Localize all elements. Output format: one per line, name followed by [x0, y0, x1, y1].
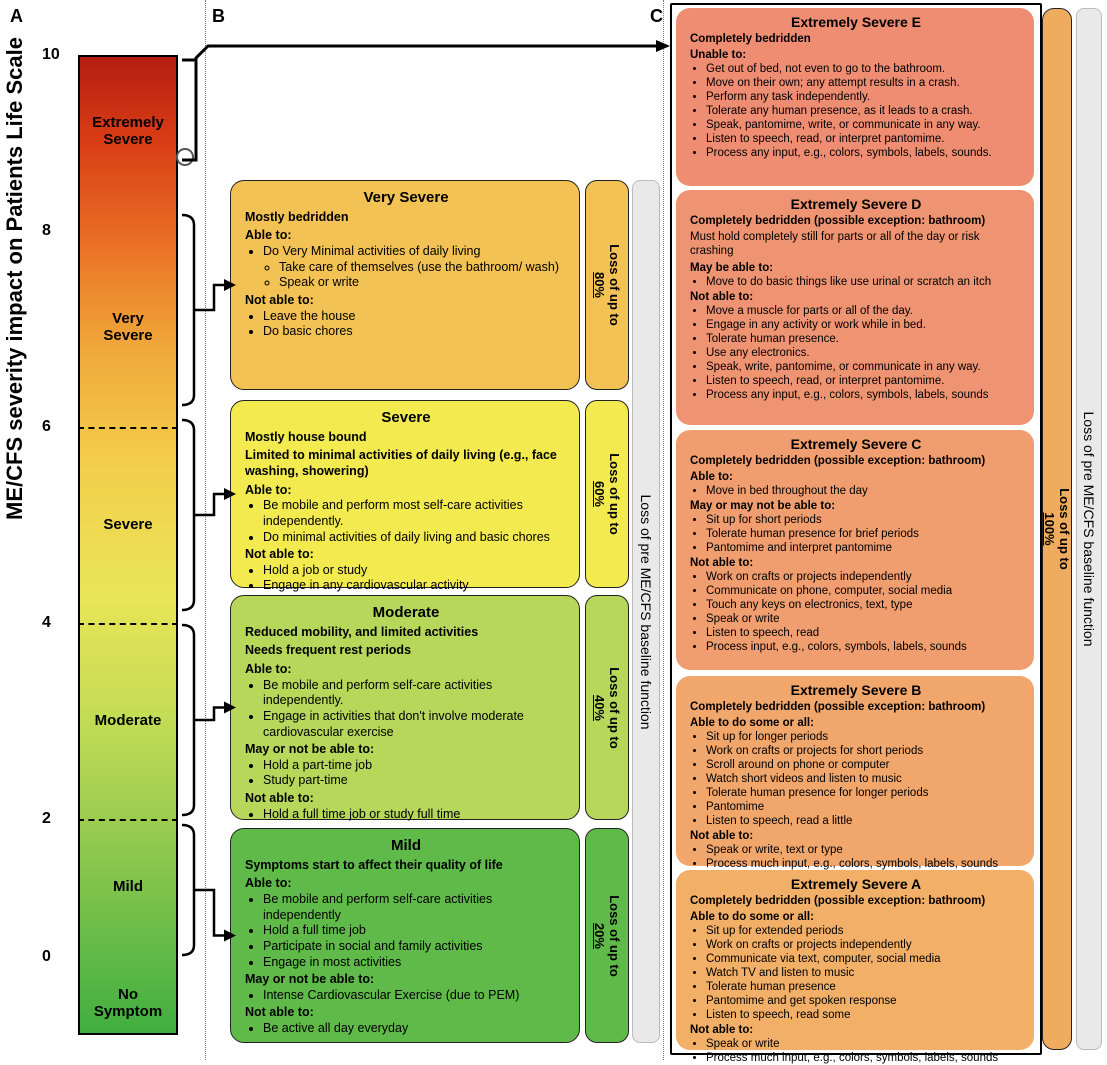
- severity-card-es-e: Extremely Severe ECompletely bedriddenUn…: [676, 8, 1034, 186]
- arrow-extreme-to-c: [178, 40, 678, 180]
- severity-card-es-b: Extremely Severe BCompletely bedridden (…: [676, 676, 1034, 866]
- scale-tick: 8: [42, 222, 51, 240]
- y-axis-title: ME/CFS severity impact on Patients Life …: [2, 37, 28, 520]
- loss-strip-mild: Loss of up to20%: [585, 828, 629, 1043]
- scale-tick: 2: [42, 810, 51, 828]
- scale-label: NoSymptom: [78, 986, 178, 1021]
- severity-scale: 1086420ExtremelySevereVerySevereSevereMo…: [60, 55, 180, 1035]
- scale-tick: 6: [42, 418, 51, 436]
- scale-tick: 10: [42, 46, 60, 64]
- bracket-mild: [180, 0, 235, 1060]
- scale-label: VerySevere: [78, 310, 178, 345]
- severity-card-very-severe: Very SevereMostly bedriddenAble to:Do Ve…: [230, 180, 580, 390]
- scale-label: ExtremelySevere: [78, 114, 178, 149]
- loss-strip-moderate: Loss of up to40%: [585, 595, 629, 820]
- scale-dash: [78, 623, 178, 625]
- scale-dash: [78, 427, 178, 429]
- scale-tick: 0: [42, 948, 51, 966]
- severity-card-moderate: ModerateReduced mobility, and limited ac…: [230, 595, 580, 820]
- scale-dash: [78, 819, 178, 821]
- loss-strip-very-severe: Loss of up to80%: [585, 180, 629, 390]
- loss-strip-extreme: Loss of up to100%: [1042, 8, 1072, 1050]
- severity-card-mild: MildSymptoms start to affect their quali…: [230, 828, 580, 1043]
- scale-label: Severe: [78, 516, 178, 533]
- scale-label: Mild: [78, 878, 178, 895]
- baseline-strip-b: Loss of pre ME/CFS baseline function: [632, 180, 660, 1043]
- loss-strip-severe: Loss of up to60%: [585, 400, 629, 588]
- scale-tick: 4: [42, 614, 51, 632]
- scale-label: Moderate: [78, 712, 178, 729]
- severity-card-es-a: Extremely Severe ACompletely bedridden (…: [676, 870, 1034, 1050]
- baseline-strip-c: Loss of pre ME/CFS baseline function: [1076, 8, 1102, 1050]
- severity-card-es-d: Extremely Severe DCompletely bedridden (…: [676, 190, 1034, 425]
- panel-a-label: A: [10, 6, 23, 27]
- severity-card-severe: SevereMostly house boundLimited to minim…: [230, 400, 580, 588]
- panel-c-label: C: [650, 6, 663, 27]
- severity-card-es-c: Extremely Severe CCompletely bedridden (…: [676, 430, 1034, 670]
